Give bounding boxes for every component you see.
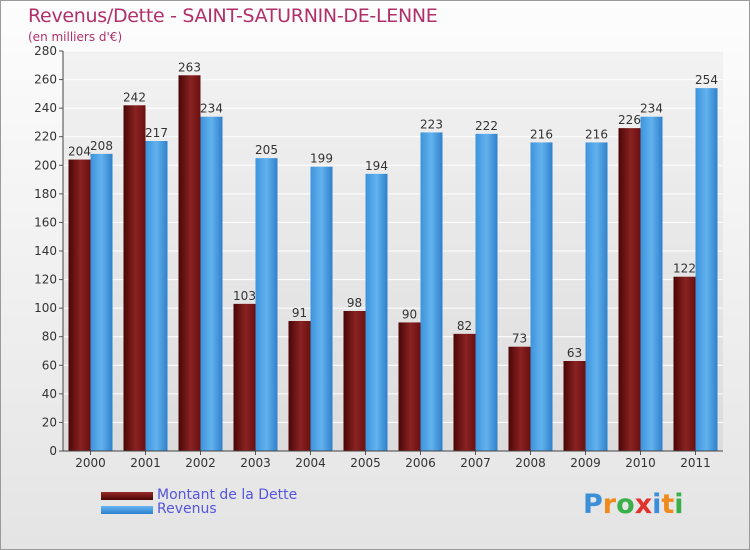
x-tick-label: 2009 <box>570 456 601 470</box>
x-tick-label: 2008 <box>515 456 546 470</box>
data-label-dette: 204 <box>68 145 91 159</box>
data-label-revenus: 234 <box>640 102 663 116</box>
bar-revenus <box>365 173 388 451</box>
y-tick-label: 200 <box>34 158 57 172</box>
data-label-dette: 98 <box>347 296 362 310</box>
logo-letter: i <box>674 489 684 520</box>
bar-dette <box>508 346 531 451</box>
logo-letter: i <box>652 489 662 520</box>
bar-dette <box>563 361 586 451</box>
data-label-dette: 242 <box>123 90 146 104</box>
bar-dette <box>618 128 641 451</box>
legend-label-dette: Montant de la Dette <box>157 487 298 503</box>
x-tick-label: 2005 <box>350 456 381 470</box>
bar-dette <box>288 321 311 451</box>
y-tick-label: 240 <box>34 101 57 115</box>
x-tick-label: 2000 <box>75 456 106 470</box>
legend-label-revenus: Revenus <box>157 501 217 517</box>
bar-dette <box>343 311 366 451</box>
data-label-revenus: 223 <box>420 117 443 131</box>
data-label-dette: 122 <box>673 262 696 276</box>
data-label-revenus: 234 <box>200 102 223 116</box>
bar-dette <box>453 333 476 451</box>
x-tick-label: 2004 <box>295 456 326 470</box>
logo-letter: t <box>661 489 675 520</box>
y-tick-label: 180 <box>34 187 57 201</box>
data-label-dette: 73 <box>512 332 527 346</box>
x-tick-label: 2011 <box>680 456 711 470</box>
data-label-dette: 82 <box>457 319 472 333</box>
y-tick-label: 80 <box>42 330 57 344</box>
data-label-dette: 226 <box>618 113 641 127</box>
legend-swatch-revenus <box>101 506 153 514</box>
bar-revenus <box>255 158 278 451</box>
data-label-dette: 263 <box>178 60 201 74</box>
data-label-dette: 63 <box>567 346 582 360</box>
y-tick-label: 0 <box>49 444 57 458</box>
y-tick-label: 280 <box>34 44 57 58</box>
data-label-revenus: 205 <box>255 143 278 157</box>
bar-revenus <box>585 142 608 451</box>
bar-revenus <box>145 141 168 451</box>
y-tick-label: 100 <box>34 301 57 315</box>
data-label-revenus: 216 <box>530 127 553 141</box>
x-tick-label: 2007 <box>460 456 491 470</box>
logo-letter: r <box>602 489 617 520</box>
bar-revenus <box>90 153 113 451</box>
x-tick-label: 2001 <box>130 456 161 470</box>
proxiti-logo: Proxiti <box>583 489 684 520</box>
logo-letter: o <box>616 489 635 520</box>
chart-subtitle: (en milliers d'€) <box>28 30 123 44</box>
y-tick-label: 140 <box>34 244 57 258</box>
y-tick-label: 40 <box>42 387 57 401</box>
data-label-revenus: 208 <box>90 139 113 153</box>
bar-dette <box>178 75 201 452</box>
data-label-revenus: 217 <box>145 126 168 140</box>
bar-revenus <box>530 142 553 451</box>
y-tick-label: 160 <box>34 215 57 229</box>
y-tick-label: 60 <box>42 358 57 372</box>
bar-revenus <box>420 132 443 451</box>
bar-dette <box>68 159 91 452</box>
logo-letter: x <box>634 489 653 520</box>
x-tick-label: 2010 <box>625 456 656 470</box>
data-label-dette: 91 <box>292 306 307 320</box>
y-tick-label: 20 <box>42 415 57 429</box>
bar-revenus <box>200 116 223 451</box>
data-label-revenus: 216 <box>585 127 608 141</box>
bar-revenus <box>695 88 718 452</box>
data-label-revenus: 222 <box>475 119 498 133</box>
y-tick-label: 120 <box>34 273 57 287</box>
bar-revenus <box>475 133 498 451</box>
bar-dette <box>398 322 421 451</box>
legend-swatch-dette <box>101 492 153 500</box>
data-label-revenus: 254 <box>695 73 718 87</box>
bar-revenus <box>640 116 663 451</box>
bar-dette <box>123 105 146 452</box>
data-label-dette: 90 <box>402 307 417 321</box>
bar-dette <box>673 276 696 451</box>
y-tick-label: 220 <box>34 130 57 144</box>
data-label-revenus: 194 <box>365 159 388 173</box>
x-tick-label: 2002 <box>185 456 216 470</box>
bar-dette <box>233 303 256 451</box>
x-tick-label: 2003 <box>240 456 271 470</box>
y-tick-label: 260 <box>34 73 57 87</box>
logo-letter: P <box>583 489 603 520</box>
x-tick-label: 2006 <box>405 456 436 470</box>
bar-revenus <box>310 166 333 451</box>
data-label-revenus: 199 <box>310 152 333 166</box>
data-label-dette: 103 <box>233 289 256 303</box>
chart-title: Revenus/Dette - SAINT-SATURNIN-DE-LENNE <box>28 5 438 27</box>
